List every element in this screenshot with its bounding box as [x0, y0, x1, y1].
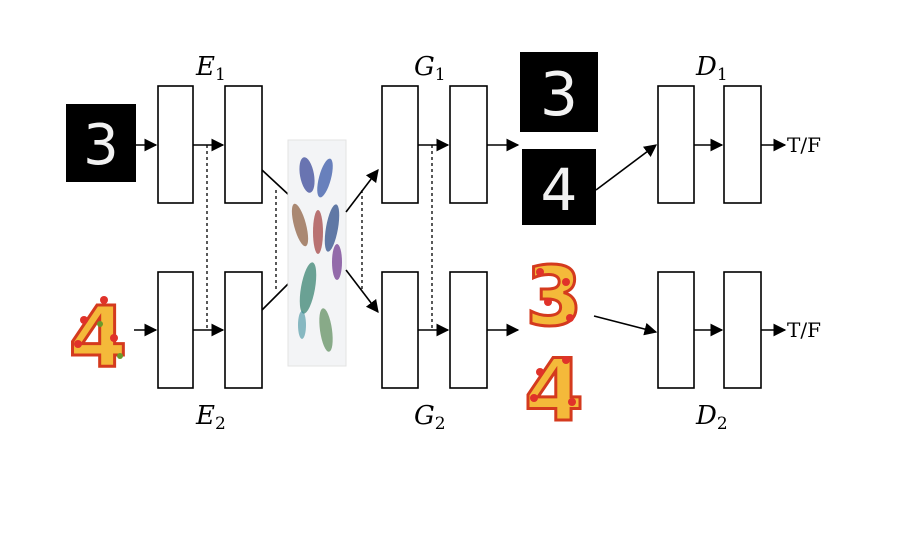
generated-pizza-bottom: 4	[523, 340, 586, 443]
discriminator-d2-layer-1	[657, 271, 695, 389]
label-e1: E1	[195, 52, 226, 85]
generator-g1-layer-2	[449, 85, 488, 204]
generated-mnist-top: 3	[520, 52, 598, 132]
arrow-to-d2	[593, 315, 658, 336]
svg-text:3: 3	[540, 60, 578, 130]
arrow-to-d1	[595, 144, 658, 191]
label-d1: D1	[695, 52, 728, 85]
mnist-input-image: 3	[66, 104, 136, 182]
svg-text:4: 4	[69, 288, 127, 386]
generated-pizza-top: 3	[524, 249, 584, 347]
line-e1-to-latent	[261, 169, 291, 197]
discriminator-d2-layer-2	[723, 271, 762, 389]
pizza-input-image: 4	[67, 287, 128, 388]
svg-text:3: 3	[525, 250, 582, 345]
generator-g2-layer-2	[449, 271, 488, 389]
svg-text:3: 3	[83, 113, 119, 178]
discriminator-d1-layer-2	[723, 85, 762, 204]
encoder-e2-layer-1	[157, 271, 194, 389]
discriminator-d1-layer-1	[657, 85, 695, 204]
label-d2: D2	[695, 401, 728, 434]
label-g1: G1	[414, 52, 446, 85]
encoder-e2-layer-2	[224, 271, 263, 389]
encoder-e1-layer-1	[157, 85, 194, 204]
arrow-latent-to-g2	[345, 269, 379, 314]
output-bottom-label: T/F	[787, 318, 821, 342]
label-g2: G2	[414, 401, 446, 434]
generator-g1-layer-1	[381, 85, 419, 204]
output-top-label: T/F	[787, 133, 821, 157]
encoder-e1-layer-2	[224, 85, 263, 204]
svg-text:4: 4	[524, 341, 584, 441]
svg-text:4: 4	[541, 156, 578, 224]
generator-g2-layer-1	[381, 271, 419, 389]
label-e2: E2	[195, 401, 226, 434]
latent-space-image	[287, 139, 347, 367]
generated-mnist-bottom: 4	[522, 149, 596, 225]
line-e2-to-latent	[261, 281, 291, 311]
